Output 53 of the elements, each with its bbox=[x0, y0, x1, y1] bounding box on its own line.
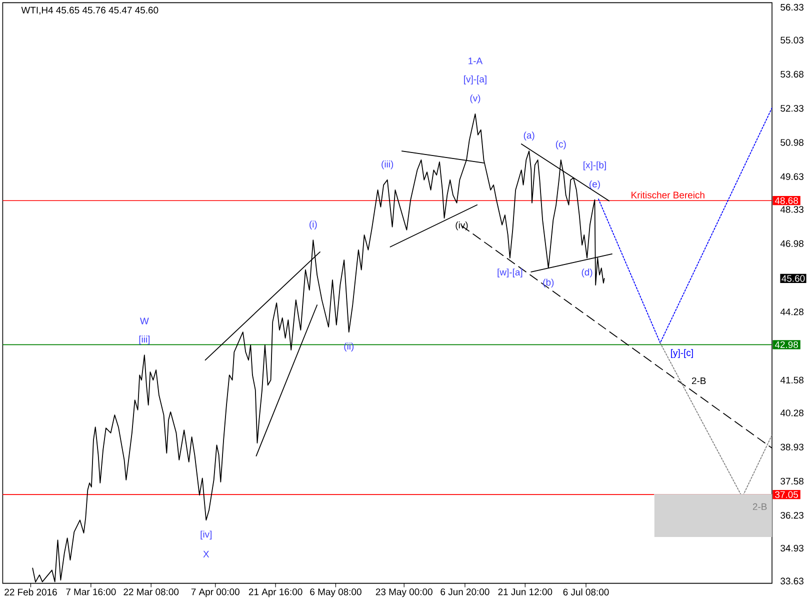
y-tick-label: 49.63 bbox=[780, 173, 804, 180]
annotation: (i) bbox=[310, 220, 317, 230]
x-tick-label: 7 Apr 00:00 bbox=[191, 588, 240, 598]
annotation: Kritischer Bereich bbox=[632, 191, 704, 198]
annotation: (iv) bbox=[456, 221, 468, 230]
y-tick-label: 41.58 bbox=[780, 376, 804, 384]
annotation: [w]-[a] bbox=[498, 268, 522, 278]
y-tick-label: 38.93 bbox=[780, 444, 804, 450]
annotation: (ii) bbox=[344, 342, 354, 352]
x-tick-label: 21 Apr 16:00 bbox=[248, 588, 302, 598]
x-tick-label: 23 May 00:00 bbox=[376, 588, 432, 598]
y-tick-label: 50.98 bbox=[780, 139, 804, 146]
annotation: (a) bbox=[524, 132, 534, 140]
annotation: 2-B bbox=[752, 503, 767, 510]
ref-line-label: 37.05 bbox=[775, 491, 798, 498]
annotation: [iii] bbox=[139, 336, 150, 344]
annotation: (iii) bbox=[382, 160, 394, 170]
x-tick-label: 6 May 08:00 bbox=[310, 588, 362, 598]
annotation: [iv] bbox=[200, 530, 212, 540]
annotation: 1-A bbox=[468, 58, 483, 64]
chart-title: WTI,H4 45.65 45.76 45.47 45.60 bbox=[21, 6, 158, 15]
annotation: [x]-[b] bbox=[584, 161, 606, 170]
x-tick-label: 21 Jun 12:00 bbox=[498, 588, 552, 596]
x-tick-label: 22 Feb 2016 bbox=[4, 588, 57, 596]
x-tick-label: 6 Jul 08:00 bbox=[563, 588, 609, 596]
annotation: (b) bbox=[543, 278, 554, 288]
y-tick-label: 45.60 bbox=[782, 275, 805, 282]
y-tick-label: 34.93 bbox=[780, 544, 804, 552]
annotation: (v) bbox=[470, 94, 480, 104]
y-tick-label: 44.28 bbox=[780, 308, 804, 316]
y-tick-label: 33.63 bbox=[780, 578, 804, 584]
y-tick-label: 48.33 bbox=[780, 206, 804, 213]
y-tick-label: 36.23 bbox=[780, 512, 804, 519]
annotation: [v]-[a] bbox=[464, 76, 486, 84]
y-tick-label: 46.98 bbox=[780, 240, 804, 247]
ref-line-label: 42.98 bbox=[774, 341, 798, 348]
y-tick-label: 55.03 bbox=[780, 36, 804, 44]
y-tick-label: 37.58 bbox=[780, 478, 804, 485]
annotation: X bbox=[203, 550, 210, 558]
y-tick-label: 53.68 bbox=[780, 70, 804, 78]
x-tick-label: 22 Mar 08:00 bbox=[124, 588, 179, 596]
y-tick-label: 56.33 bbox=[780, 4, 804, 11]
annotation: (d) bbox=[582, 268, 592, 278]
annotation: 2-B bbox=[692, 377, 706, 384]
x-tick-label: 6 Jun 20:00 bbox=[440, 588, 490, 596]
annotation: [y]-[c] bbox=[671, 349, 693, 358]
y-tick-label: 52.33 bbox=[780, 105, 804, 112]
annotation: (c) bbox=[556, 140, 566, 150]
ref-line-label: 48.68 bbox=[774, 197, 798, 204]
annotation: (e) bbox=[590, 180, 600, 190]
y-tick-label: 40.28 bbox=[780, 410, 804, 416]
annotation: W bbox=[140, 318, 149, 324]
x-tick-label: 7 Mar 16:00 bbox=[66, 588, 116, 596]
